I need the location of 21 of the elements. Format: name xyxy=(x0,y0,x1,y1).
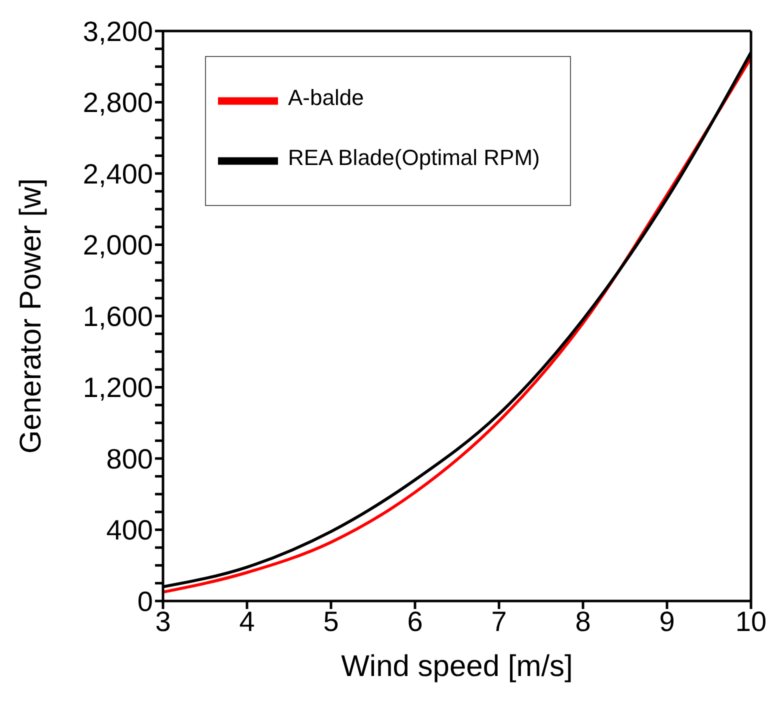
x-tick-label: 8 xyxy=(575,606,591,637)
y-tick-label: 1,200 xyxy=(82,372,153,404)
y-tick-label: 2,000 xyxy=(82,230,153,261)
x-tick-label: 7 xyxy=(491,606,507,637)
x-tick-label: 10 xyxy=(735,606,767,637)
y-tick-label: 3,200 xyxy=(82,16,153,47)
legend-label: A-balde xyxy=(288,84,364,110)
y-axis-title: Generator Power [w] xyxy=(14,178,48,454)
y-tick-label: 400 xyxy=(106,514,153,546)
y-tick-label: 0 xyxy=(137,586,153,617)
y-tick-label: 2,400 xyxy=(82,158,153,190)
x-tick-label: 9 xyxy=(659,606,675,637)
x-tick-label: 6 xyxy=(407,606,423,637)
x-tick-label: 5 xyxy=(323,606,339,637)
x-tick-label: 3 xyxy=(155,606,171,637)
x-tick-label: 4 xyxy=(239,606,255,637)
y-tick-label: 1,600 xyxy=(82,300,153,332)
y-tick-label: 800 xyxy=(106,443,153,474)
y-tick-label: 2,800 xyxy=(82,87,153,118)
x-axis-title: Wind speed [m/s] xyxy=(341,650,573,683)
legend-label: REA Blade(Optimal RPM) xyxy=(288,144,540,170)
